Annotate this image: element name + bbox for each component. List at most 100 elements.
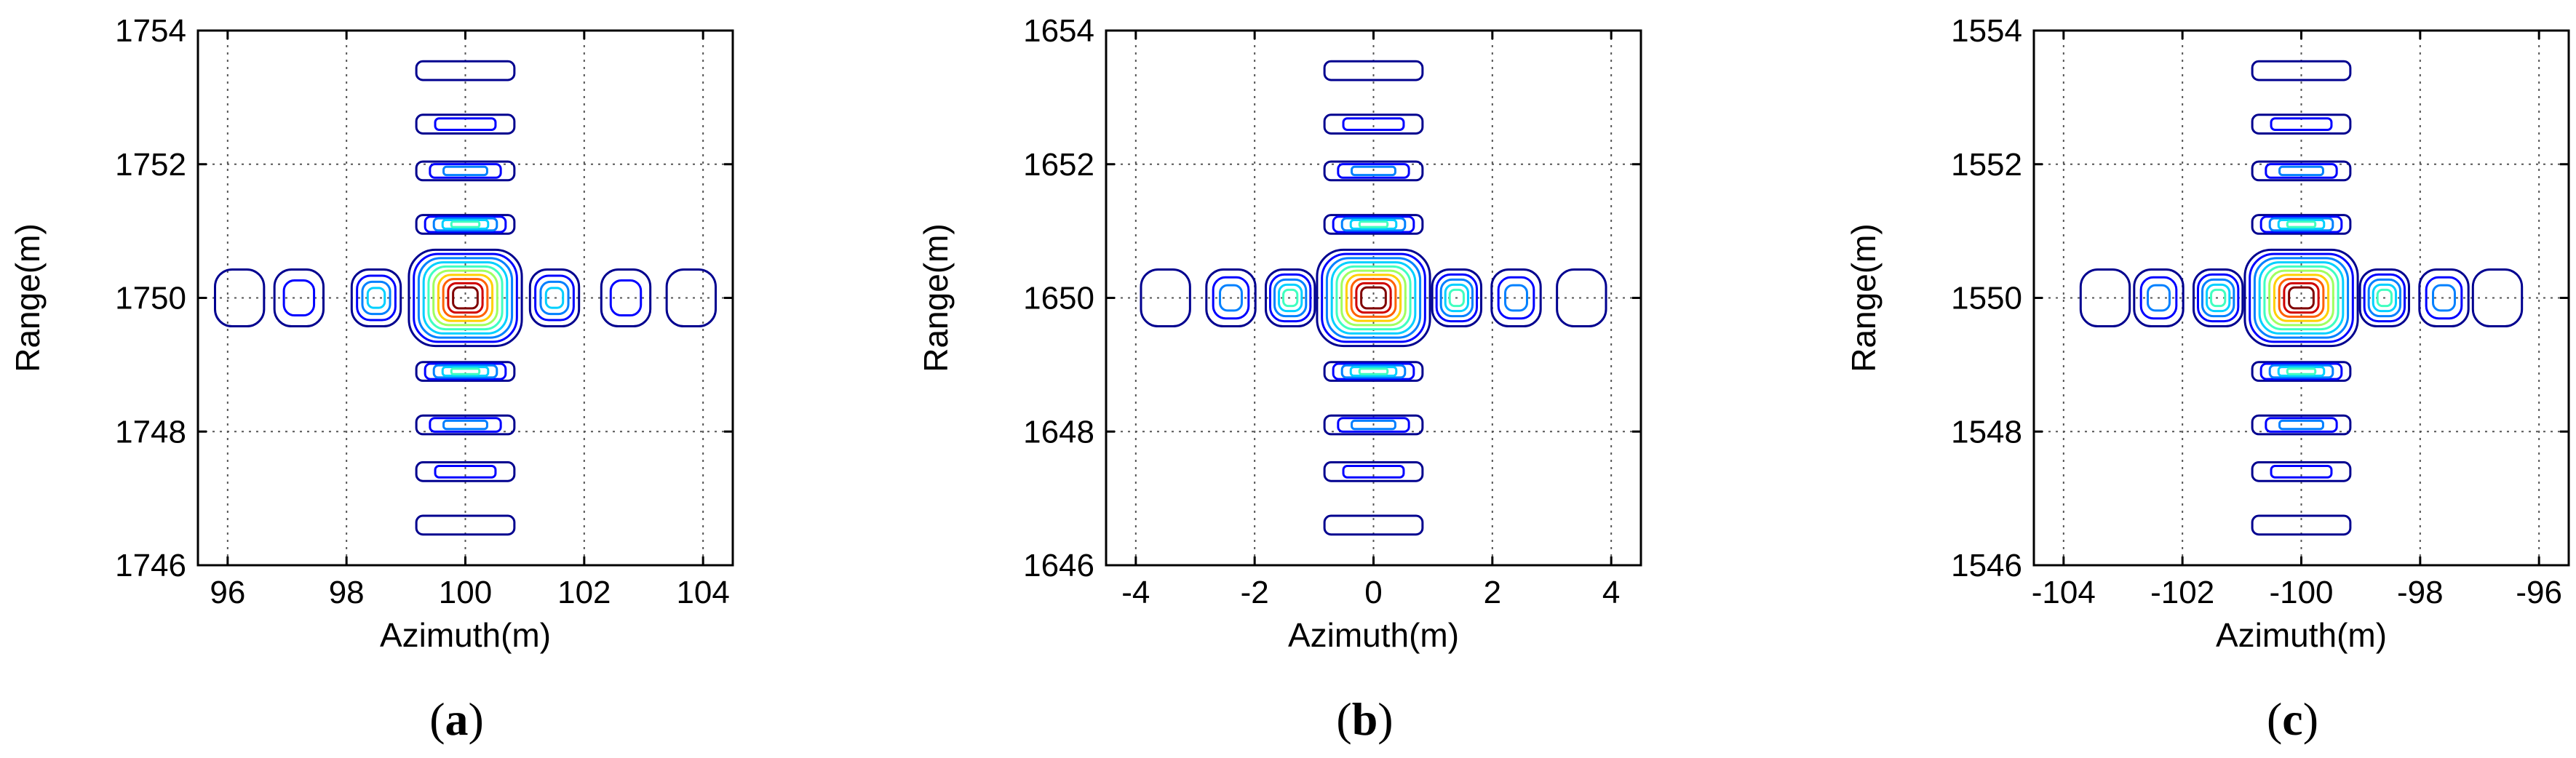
- contour-lobe: [2278, 278, 2325, 318]
- contour-lobe: [415, 113, 516, 135]
- contour-lobe: [2286, 367, 2317, 375]
- contour-lobe: [441, 366, 490, 378]
- contour-lobe: [2288, 286, 2315, 310]
- contour-lobe: [2249, 252, 2354, 343]
- contour-lobe: [356, 274, 397, 322]
- contour-lobe: [437, 274, 494, 322]
- x-tick-label: -102: [2150, 575, 2214, 610]
- contour-lobe: [1273, 278, 1308, 318]
- contour-lobe: [1205, 268, 1257, 328]
- contour-lobe: [1351, 165, 1396, 177]
- contour-lobe: [413, 252, 518, 343]
- contour-lobe: [2278, 419, 2324, 431]
- contour-lobe: [415, 214, 516, 235]
- contour-lobe: [1321, 252, 1426, 343]
- contour-lobe: [2265, 417, 2338, 433]
- contour-lobe: [442, 165, 488, 177]
- panel-caption-letter: a: [445, 693, 469, 745]
- contour-lobe: [415, 160, 516, 182]
- contour-lobe: [2139, 276, 2178, 320]
- panel-caption: (a): [429, 693, 484, 745]
- x-axis-label: Azimuth(m): [380, 616, 551, 654]
- y-tick-label: 1746: [115, 548, 186, 583]
- contour-lobe: [350, 268, 402, 328]
- x-tick-label: 98: [329, 575, 365, 610]
- contour-lobe: [2358, 268, 2411, 328]
- contour-lobe: [422, 261, 509, 335]
- contour-lobe: [1335, 265, 1412, 331]
- contour-lobe: [2277, 366, 2326, 378]
- contour-lobe: [2243, 248, 2359, 348]
- y-axis-label: Range(m): [1845, 223, 1883, 372]
- x-tick-label: -104: [2032, 575, 2096, 610]
- contour-lobe: [2251, 461, 2352, 482]
- contour-lobe: [273, 268, 325, 328]
- contour-lobe: [2268, 364, 2334, 379]
- contour-lobe: [1340, 217, 1407, 232]
- contour-lobe: [2270, 117, 2333, 132]
- x-tick-label: 104: [676, 575, 729, 610]
- contour-lobe: [1268, 273, 1312, 323]
- contour-lobe: [442, 419, 488, 431]
- contour-lobe: [1323, 60, 1424, 81]
- contour-lobe: [432, 364, 498, 379]
- contour-lobe: [2251, 514, 2352, 536]
- panel-caption: (c): [2267, 693, 2318, 745]
- contour-lobe: [452, 286, 479, 310]
- contour-lobe: [361, 280, 391, 316]
- contour-lobe: [2253, 257, 2350, 339]
- contour-lobe: [1219, 284, 1243, 312]
- y-tick-label: 1548: [1951, 414, 2022, 450]
- x-tick-label: 0: [1364, 575, 1382, 610]
- contour-lobe: [1323, 113, 1424, 135]
- contour-lobe: [424, 215, 507, 234]
- contour-lobe: [408, 248, 523, 348]
- contour-lobe: [1342, 464, 1405, 479]
- contour-lobe: [609, 279, 643, 317]
- contour-lobe: [2206, 283, 2231, 313]
- contour-lobe: [1316, 248, 1431, 348]
- contour-lobe: [2133, 268, 2185, 328]
- contour-lobe: [1490, 268, 1542, 328]
- contour-lobe: [1350, 278, 1397, 318]
- contour-lobe: [2210, 288, 2227, 308]
- contour-lobe: [1349, 366, 1398, 378]
- y-tick-label: 1754: [115, 13, 186, 49]
- contour-lobe: [2265, 163, 2338, 179]
- contour-lobe: [1355, 282, 1392, 314]
- contour-lobe: [1504, 284, 1528, 312]
- contour-lobe: [432, 269, 498, 327]
- contour-lobe: [1431, 268, 1483, 328]
- x-tick-label: -100: [2269, 575, 2333, 610]
- contour-lobe: [539, 280, 570, 316]
- contour-lobe: [2251, 361, 2352, 382]
- contour-lobe: [1556, 268, 1607, 328]
- contour-lobe: [1337, 163, 1410, 179]
- contour-lobe: [282, 279, 316, 317]
- y-tick-label: 1652: [1023, 147, 1094, 183]
- y-tick-label: 1554: [1951, 13, 2022, 49]
- contour-lobe: [2079, 268, 2131, 328]
- contour-lobe: [415, 414, 516, 436]
- contour-lobe: [1323, 214, 1424, 235]
- chart-panel-c: -104 -102 -100 -98 -96 1546 1548 1550 1552 1554 Az…: [1845, 13, 2570, 745]
- contour-lobe: [2192, 268, 2244, 328]
- contour-lobe: [2251, 113, 2352, 135]
- x-tick-label: 4: [1602, 575, 1620, 610]
- contour-lobe: [2277, 218, 2326, 230]
- contour-lobe: [2251, 160, 2352, 182]
- contour-lobe: [1330, 261, 1417, 335]
- contour-lobe: [2286, 220, 2317, 228]
- y-tick-label: 1646: [1023, 548, 1094, 583]
- contour-lobe: [1444, 283, 1469, 313]
- contour-lobe: [1323, 160, 1424, 182]
- x-tick-label: 100: [439, 575, 492, 610]
- y-tick-label: 1748: [115, 414, 186, 450]
- contour-lobe: [1340, 364, 1407, 379]
- contour-lobe: [2376, 288, 2393, 308]
- contour-lobe: [2268, 269, 2334, 327]
- y-tick-label: 1654: [1023, 13, 1094, 49]
- contour-lobe: [1332, 215, 1415, 234]
- y-tick-label: 1552: [1951, 147, 2022, 183]
- contour-lobe: [2278, 165, 2324, 177]
